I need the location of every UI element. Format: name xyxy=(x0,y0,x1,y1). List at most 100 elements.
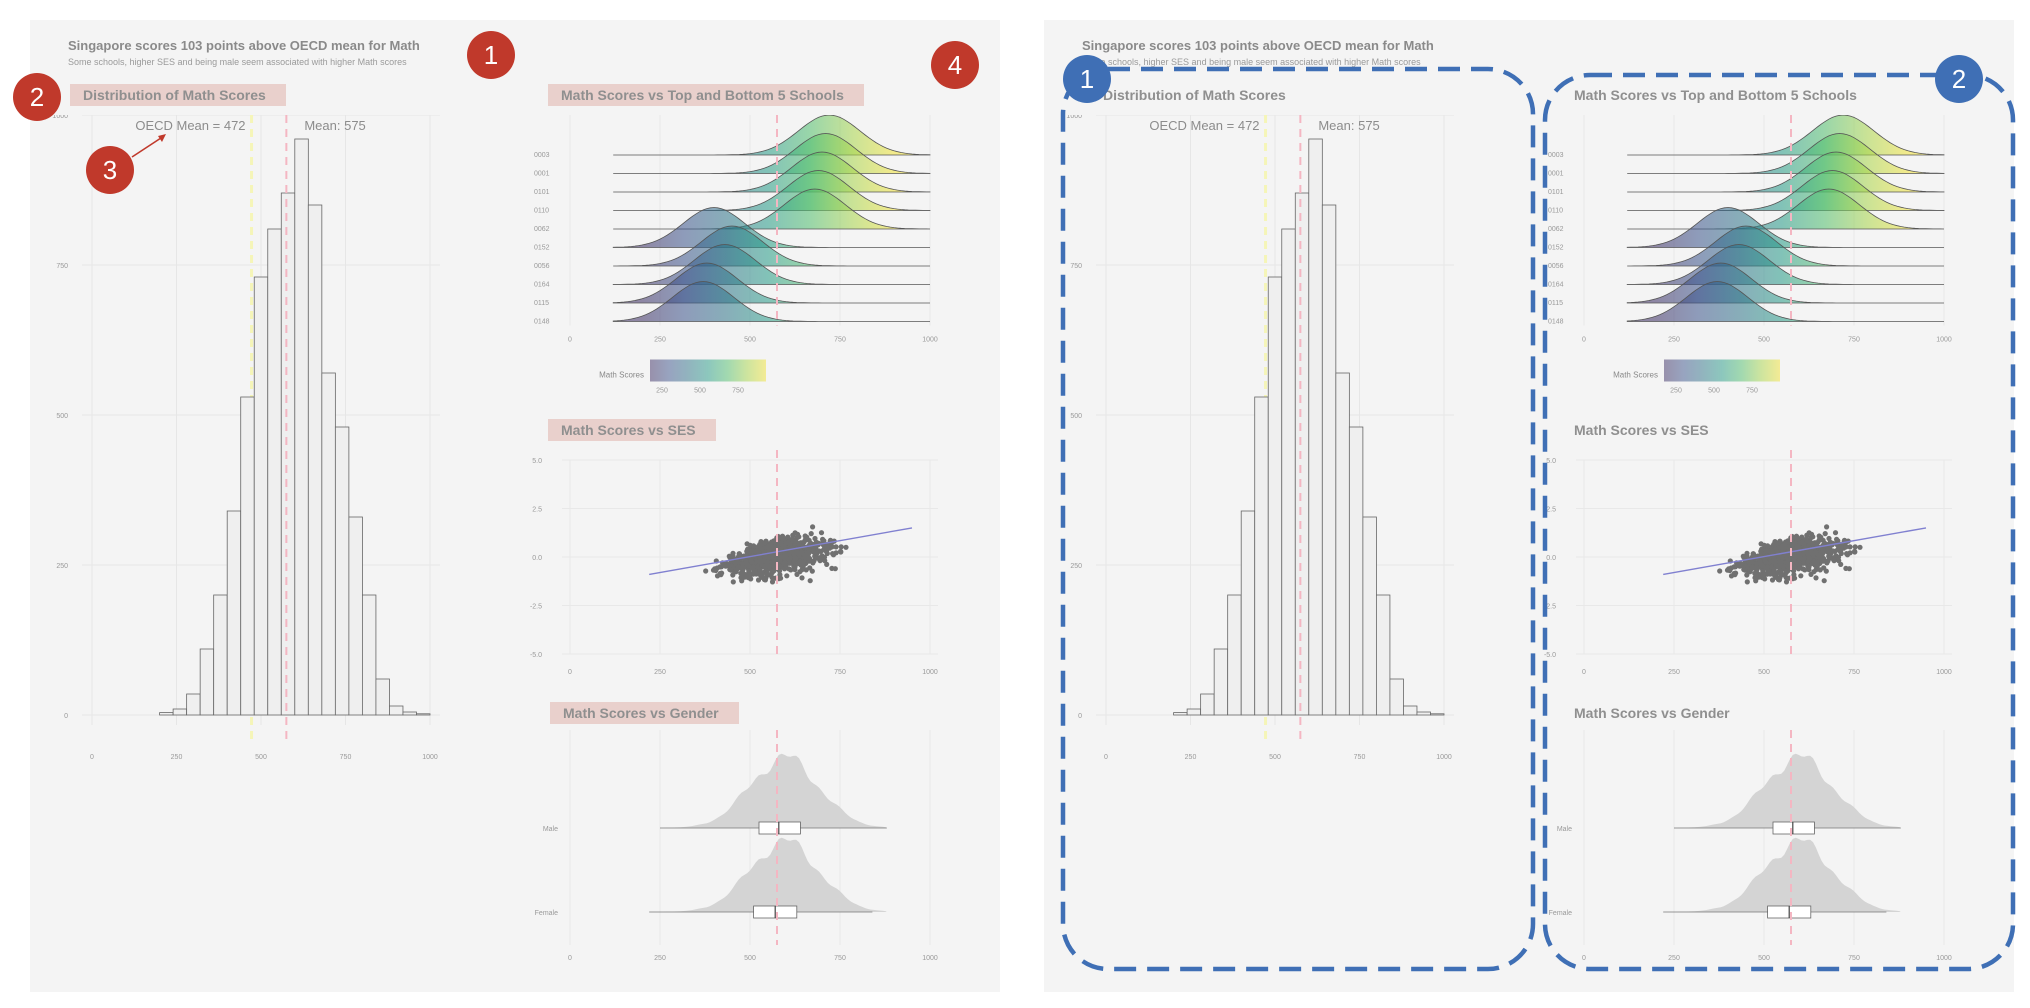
ridge-density xyxy=(1626,207,1944,248)
scatter-point xyxy=(832,566,838,572)
color-legend-bar xyxy=(1664,359,1780,382)
scatter-point xyxy=(824,546,830,552)
scatter-point xyxy=(778,540,784,546)
scatter-point xyxy=(730,572,736,578)
histogram-bar xyxy=(159,712,174,716)
scatter-point xyxy=(746,571,752,577)
scatter-point xyxy=(799,575,805,581)
scatter-point xyxy=(1844,551,1850,557)
scatter-point xyxy=(838,544,844,550)
legend-tick-label: 250 xyxy=(656,388,668,395)
x-tick-label: 0 xyxy=(568,955,572,962)
y-tick-label: 0 xyxy=(1078,713,1082,720)
dashboard-subtitle: Some schools, higher SES and being male … xyxy=(68,57,407,67)
ridge-density xyxy=(613,188,931,230)
gender-density-chart: 0 250 500 750 1000 Male Female xyxy=(535,730,938,962)
group-label: Male xyxy=(543,826,558,833)
scatter-point xyxy=(1817,567,1823,573)
scatter-point xyxy=(729,554,735,560)
legend-tick-label: 500 xyxy=(1708,388,1720,395)
y-tick-label: 2.5 xyxy=(532,507,542,514)
annotation-marker-2: 2 xyxy=(1935,55,1983,103)
scatter-point xyxy=(1802,567,1808,573)
scatter-point xyxy=(814,549,820,555)
histogram-bar xyxy=(172,708,188,716)
school-label: 0110 xyxy=(1548,208,1563,215)
x-tick-label: 250 xyxy=(1185,754,1197,761)
y-tick-label: -5.0 xyxy=(530,652,542,659)
histogram-bar xyxy=(199,648,215,716)
x-tick-label: 1000 xyxy=(1936,669,1952,676)
scatter-point xyxy=(1765,567,1771,573)
scatter-point xyxy=(734,559,740,565)
scatter-point xyxy=(1811,569,1817,575)
scatter-point xyxy=(1806,530,1812,536)
scatter-point xyxy=(1807,555,1813,561)
section-title-gender: Math Scores vs Gender xyxy=(1574,705,1730,721)
scatter-point xyxy=(1791,557,1797,563)
y-tick-label: 0 xyxy=(64,713,68,720)
scatter-point xyxy=(806,546,812,553)
x-tick-label: 500 xyxy=(255,754,267,761)
x-tick-label: 0 xyxy=(1582,955,1586,962)
scatter-point xyxy=(811,558,817,564)
histogram-bar xyxy=(361,594,377,716)
histogram-bar xyxy=(389,705,404,716)
scatter-point xyxy=(784,573,790,579)
x-tick-label: 250 xyxy=(1668,955,1680,962)
ridgeline-chart: 0 250 500 750 1000 0003 0001 0101 0110 0062 0152 00… xyxy=(1548,115,1952,395)
scatter-point xyxy=(772,544,778,550)
density-area xyxy=(663,837,887,912)
scatter-point xyxy=(738,570,744,576)
scatter-point xyxy=(795,549,801,555)
histogram-bar xyxy=(402,711,417,716)
x-tick-label: 250 xyxy=(1668,669,1680,676)
scatter-point xyxy=(1823,568,1829,574)
y-tick-label: 1000 xyxy=(52,115,68,120)
scatter-point xyxy=(822,558,828,564)
annotation-arrow xyxy=(131,134,166,158)
scatter-point xyxy=(1838,546,1844,552)
scatter-point xyxy=(820,536,826,542)
scatter-point xyxy=(809,568,815,574)
school-label: 0164 xyxy=(1548,282,1564,289)
scatter-point xyxy=(751,567,757,573)
scatter-point xyxy=(1744,572,1750,578)
x-tick-label: 750 xyxy=(834,669,846,676)
scatter-point xyxy=(1775,576,1781,583)
scatter-point xyxy=(797,569,803,575)
histogram-bar xyxy=(1430,713,1445,716)
ridge-density xyxy=(1626,281,1944,322)
scatter-point xyxy=(818,530,825,536)
scatter-point xyxy=(1813,575,1819,581)
section-title-schools: Math Scores vs Top and Bottom 5 Schools xyxy=(548,84,864,106)
oecd-mean-label: OECD Mean = 472 xyxy=(1149,118,1259,133)
scatter-point xyxy=(810,524,816,530)
x-tick-label: 750 xyxy=(1354,754,1366,761)
scatter-point xyxy=(792,530,798,536)
group-label: Male xyxy=(1557,826,1572,833)
dashboard-subtitle: Some schools, higher SES and being male … xyxy=(1082,57,1421,67)
scatter-point xyxy=(801,539,807,545)
ridge-density xyxy=(612,207,930,248)
x-tick-label: 1000 xyxy=(1436,754,1452,761)
section-title-distribution: Distribution of Math Scores xyxy=(1103,87,1286,103)
x-tick-label: 1000 xyxy=(922,955,938,962)
box-iqr xyxy=(1772,821,1815,835)
y-tick-label: 500 xyxy=(56,413,68,420)
histogram-bar xyxy=(334,426,350,716)
scatter-point xyxy=(1806,563,1812,570)
legend-tick-label: 750 xyxy=(732,388,744,395)
histogram-bar xyxy=(226,510,242,716)
density-area xyxy=(1677,837,1901,912)
x-tick-label: 0 xyxy=(1582,337,1586,344)
scatter-point xyxy=(1820,550,1826,556)
scatter-point xyxy=(757,568,763,574)
histogram-bar xyxy=(321,372,336,716)
mean-label: Mean: 575 xyxy=(1318,118,1379,133)
histogram-bar xyxy=(348,516,363,716)
scatter-point xyxy=(770,560,776,566)
x-tick-label: 1000 xyxy=(422,754,438,761)
histogram-bar xyxy=(213,594,228,716)
scatter-point xyxy=(1783,579,1790,585)
